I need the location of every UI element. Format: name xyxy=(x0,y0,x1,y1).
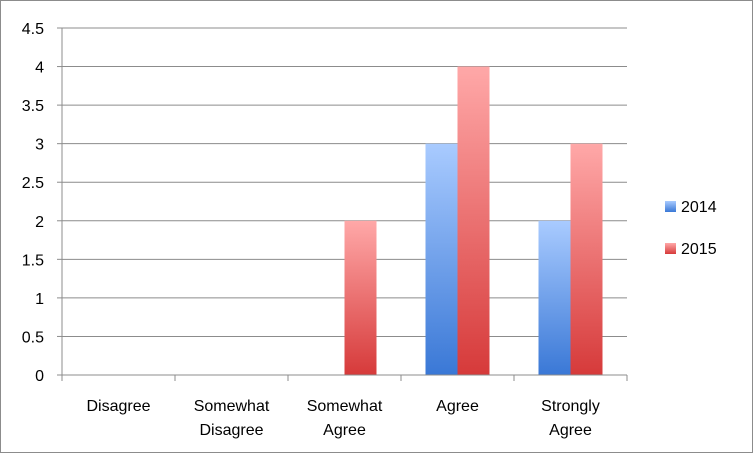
x-tick-label: Agree xyxy=(323,422,366,439)
y-tick-label: 1 xyxy=(35,291,44,308)
y-tick-label: 0.5 xyxy=(22,329,44,346)
bar-2014-3 xyxy=(425,143,458,375)
y-tick-label: 2.5 xyxy=(22,175,44,192)
bars xyxy=(344,66,603,376)
y-tick-label: 2 xyxy=(35,214,44,231)
y-tick-label: 0 xyxy=(35,368,44,385)
y-tick-label: 3.5 xyxy=(22,98,44,115)
legend-label-2014: 2014 xyxy=(681,199,717,216)
x-tick-label: Strongly xyxy=(541,398,600,415)
legend: 2014 2015 xyxy=(665,199,717,258)
legend-swatch-2015 xyxy=(665,243,676,254)
x-tick-label: Disagree xyxy=(199,422,263,439)
y-tick-label: 4 xyxy=(35,60,44,77)
x-tick-label: Agree xyxy=(436,398,479,415)
bar-2015-4 xyxy=(570,143,603,375)
y-tick-label: 1.5 xyxy=(22,252,44,269)
x-tick-label: Somewhat xyxy=(194,398,270,415)
legend-swatch-2014 xyxy=(665,201,676,212)
legend-label-2015: 2015 xyxy=(681,241,717,258)
x-tick-label: Somewhat xyxy=(307,398,383,415)
x-tick-labels: Disagree Somewhat Disagree Somewhat Agree Agr… xyxy=(86,398,599,439)
bar-2014-4 xyxy=(538,220,571,375)
y-tick-label: 3 xyxy=(35,137,44,154)
axes xyxy=(61,28,628,381)
y-tick-labels: 0 0.5 1 1.5 2 2.5 3 3.5 4 4.5 xyxy=(22,21,44,385)
x-tick-label: Agree xyxy=(549,422,592,439)
x-tick-label: Disagree xyxy=(86,398,150,415)
bar-2015-2 xyxy=(344,220,377,375)
y-tick-label: 4.5 xyxy=(22,21,44,38)
bar-2015-3 xyxy=(457,66,490,376)
